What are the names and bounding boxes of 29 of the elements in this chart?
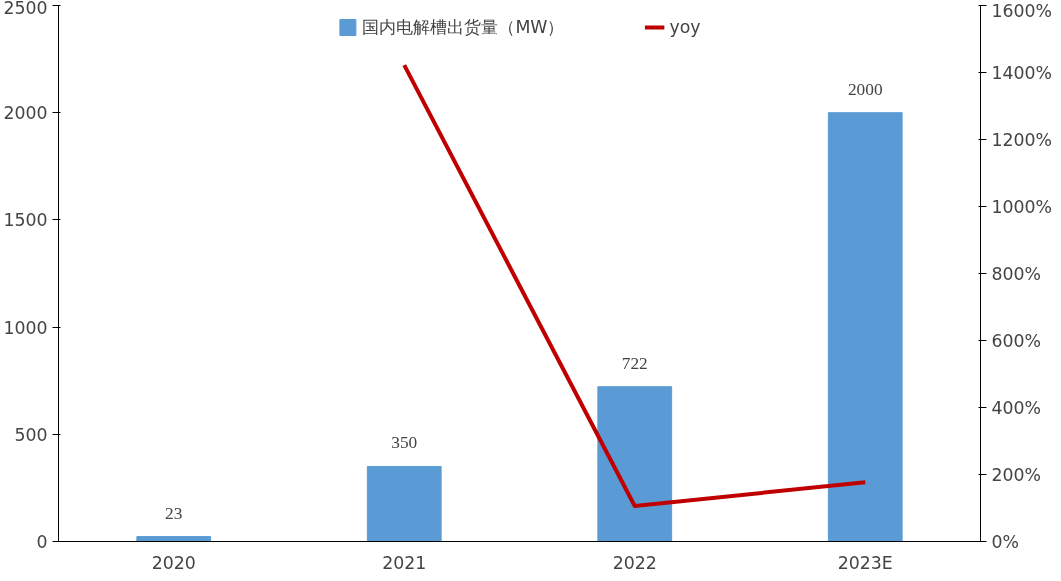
y2-tick-label: 1200% xyxy=(991,129,1053,150)
y-tick-label: 1000 xyxy=(3,317,48,338)
y-tick-label: 1500 xyxy=(3,210,48,231)
y2-tick-label: 1400% xyxy=(991,62,1053,83)
bar xyxy=(597,386,673,542)
bar xyxy=(136,536,212,542)
y2-tick-label: 200% xyxy=(991,464,1042,485)
y2-tick-label: 1600% xyxy=(991,0,1053,21)
data-label: 23 xyxy=(165,503,183,523)
bar xyxy=(827,112,903,542)
x-tick-label: 2023E xyxy=(837,552,893,573)
legend-label: yoy xyxy=(669,17,701,37)
data-label: 350 xyxy=(391,433,418,453)
y2-tick-label: 1000% xyxy=(991,196,1053,217)
data-label: 722 xyxy=(621,353,648,373)
y-tick-label: 2000 xyxy=(3,103,48,124)
y2-tick-label: 400% xyxy=(991,397,1042,418)
legend-label: 国内电解槽出货量（MW） xyxy=(362,16,565,39)
bar xyxy=(366,465,442,542)
y2-tick-label: 600% xyxy=(991,330,1042,351)
y-tick-label: 2500 xyxy=(3,0,48,18)
y2-tick-label: 800% xyxy=(991,263,1042,284)
x-tick-label: 2021 xyxy=(382,552,427,573)
x-tick-label: 2020 xyxy=(151,552,196,573)
data-label: 2000 xyxy=(847,79,883,99)
y2-tick-label: 0% xyxy=(991,531,1019,552)
x-tick-label: 2022 xyxy=(612,552,657,573)
y-tick-label: 500 xyxy=(14,424,48,445)
y-tick-label: 0 xyxy=(36,532,48,552)
